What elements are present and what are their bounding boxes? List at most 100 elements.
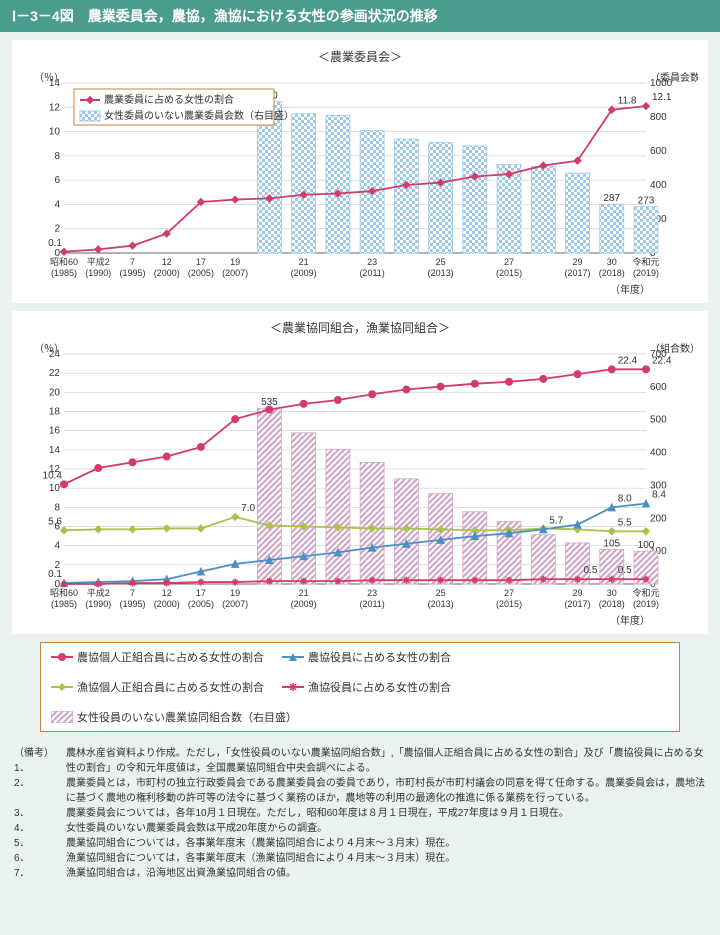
- svg-text:2: 2: [54, 224, 60, 235]
- svg-text:18: 18: [49, 407, 61, 418]
- svg-text:(2007): (2007): [222, 268, 248, 278]
- svg-text:19: 19: [230, 257, 240, 267]
- svg-text:12: 12: [49, 102, 61, 113]
- svg-text:(1995): (1995): [119, 599, 145, 609]
- svg-text:(1990): (1990): [85, 599, 111, 609]
- svg-text:10: 10: [49, 127, 61, 138]
- svg-text:(1990): (1990): [85, 268, 111, 278]
- chart2-panel: ＜農業協同組合，漁業協同組合＞ 024681012141618202224010…: [12, 311, 708, 634]
- svg-text:(2017): (2017): [565, 268, 591, 278]
- svg-text:(2013): (2013): [428, 599, 454, 609]
- svg-text:8: 8: [54, 151, 60, 162]
- svg-text:12.1: 12.1: [652, 92, 672, 103]
- chart1-subtitle: ＜農業委員会＞: [22, 48, 698, 65]
- svg-text:5.7: 5.7: [549, 515, 563, 526]
- svg-text:（委員会数）: （委員会数）: [650, 71, 698, 84]
- svg-text:4: 4: [54, 199, 60, 210]
- svg-text:400: 400: [650, 180, 667, 191]
- svg-text:11.8: 11.8: [618, 96, 637, 107]
- svg-text:400: 400: [650, 448, 667, 459]
- svg-text:20: 20: [49, 387, 61, 398]
- svg-text:22.4: 22.4: [618, 355, 638, 366]
- svg-text:21: 21: [299, 588, 309, 598]
- svg-text:(2018): (2018): [599, 599, 625, 609]
- svg-text:0.5: 0.5: [584, 565, 598, 576]
- svg-text:(2000): (2000): [154, 268, 180, 278]
- svg-text:27: 27: [504, 257, 514, 267]
- svg-text:600: 600: [650, 382, 667, 393]
- svg-text:0.5: 0.5: [618, 565, 632, 576]
- svg-text:8.0: 8.0: [618, 493, 632, 504]
- legend-item: 漁協個人正組合員に占める女性の割合: [51, 679, 264, 695]
- svg-text:（年度）: （年度）: [610, 614, 650, 627]
- svg-text:令和元: 令和元: [632, 587, 659, 598]
- footnote-line: 6．漁業協同組合については，各事業年度末（漁業協同組合により４月末～３月末）現在…: [14, 851, 706, 866]
- svg-text:(2015): (2015): [496, 599, 522, 609]
- svg-text:(2005): (2005): [188, 599, 214, 609]
- svg-text:平成2: 平成2: [87, 587, 110, 598]
- svg-text:(2019): (2019): [633, 599, 659, 609]
- footnote-line: 5．農業協同組合については，各事業年度末（農業協同組合により４月末～３月末）現在…: [14, 836, 706, 851]
- svg-text:10: 10: [49, 483, 61, 494]
- svg-text:（年度）: （年度）: [610, 283, 650, 296]
- svg-text:21: 21: [299, 257, 309, 267]
- svg-text:平成2: 平成2: [87, 256, 110, 267]
- svg-text:5.6: 5.6: [48, 516, 62, 527]
- svg-text:25: 25: [436, 257, 446, 267]
- svg-text:(2015): (2015): [496, 268, 522, 278]
- svg-text:令和元: 令和元: [632, 256, 659, 267]
- svg-text:27: 27: [504, 588, 514, 598]
- svg-text:19: 19: [230, 588, 240, 598]
- svg-text:(1985): (1985): [51, 599, 77, 609]
- svg-text:287: 287: [603, 193, 620, 204]
- svg-text:29: 29: [573, 588, 583, 598]
- figure-title: Ⅰ－3－4図 農業委員会，農協，漁協における女性の参画状況の推移: [0, 0, 720, 32]
- svg-text:（組合数）: （組合数）: [650, 342, 698, 355]
- svg-text:昭和60: 昭和60: [50, 588, 78, 598]
- svg-text:(2000): (2000): [154, 599, 180, 609]
- svg-text:25: 25: [436, 588, 446, 598]
- svg-text:0.1: 0.1: [48, 569, 62, 580]
- svg-text:273: 273: [638, 196, 655, 207]
- svg-text:7: 7: [130, 588, 135, 598]
- svg-text:23: 23: [367, 257, 377, 267]
- svg-text:22: 22: [49, 368, 61, 379]
- svg-text:10.4: 10.4: [43, 470, 63, 481]
- footnote-line: （備考）1．農林水産省資料より作成。ただし，「女性役員のいない農業協同組合数」,…: [14, 746, 706, 776]
- svg-text:8.4: 8.4: [652, 490, 666, 501]
- svg-text:0.1: 0.1: [48, 238, 62, 249]
- svg-text:4: 4: [54, 541, 60, 552]
- footnote-line: 3．農業委員会については，各年10月１日現在。ただし，昭和60年度は８月１日現在…: [14, 806, 706, 821]
- svg-text:8: 8: [54, 502, 60, 513]
- svg-text:(1985): (1985): [51, 268, 77, 278]
- svg-text:(2009): (2009): [291, 599, 317, 609]
- svg-text:105: 105: [603, 539, 620, 550]
- chart1-svg: 0246810121402004006008001000（％）（委員会数）（年度…: [22, 69, 698, 299]
- svg-text:6: 6: [54, 175, 60, 186]
- svg-text:(2011): (2011): [359, 268, 384, 278]
- svg-text:5.5: 5.5: [618, 517, 632, 528]
- svg-text:7: 7: [130, 257, 135, 267]
- svg-text:(2009): (2009): [291, 268, 317, 278]
- footnote-line: 2．農業委員とは，市町村の独立行政委員会である農業委員会の委員であり，市町村長が…: [14, 776, 706, 806]
- svg-text:(2011): (2011): [359, 599, 384, 609]
- svg-text:(2019): (2019): [633, 268, 659, 278]
- svg-text:30: 30: [607, 588, 617, 598]
- svg-text:農業委員に占める女性の割合: 農業委員に占める女性の割合: [104, 93, 234, 106]
- svg-text:200: 200: [650, 513, 667, 524]
- footnotes: （備考）1．農林水産省資料より作成。ただし，「女性役員のいない農業協同組合数」,…: [0, 740, 720, 893]
- svg-text:（％）: （％）: [34, 72, 64, 84]
- legend-item: 農協個人正組合員に占める女性の割合: [51, 649, 264, 665]
- legend-item: 農協役員に占める女性の割合: [282, 649, 451, 665]
- legend-item: 漁協役員に占める女性の割合: [282, 679, 451, 695]
- svg-text:600: 600: [650, 146, 667, 157]
- svg-text:16: 16: [49, 426, 61, 437]
- svg-text:12: 12: [162, 257, 172, 267]
- svg-text:22.4: 22.4: [652, 355, 672, 366]
- svg-text:(2017): (2017): [565, 599, 591, 609]
- svg-text:17: 17: [196, 257, 206, 267]
- footnote-line: 7．漁業協同組合は，沿海地区出資漁業協同組合の値。: [14, 866, 706, 881]
- footnote-line: 4．女性委員のいない農業委員会数は平成20年度からの調査。: [14, 821, 706, 836]
- svg-text:14: 14: [49, 445, 61, 456]
- svg-text:800: 800: [650, 112, 667, 123]
